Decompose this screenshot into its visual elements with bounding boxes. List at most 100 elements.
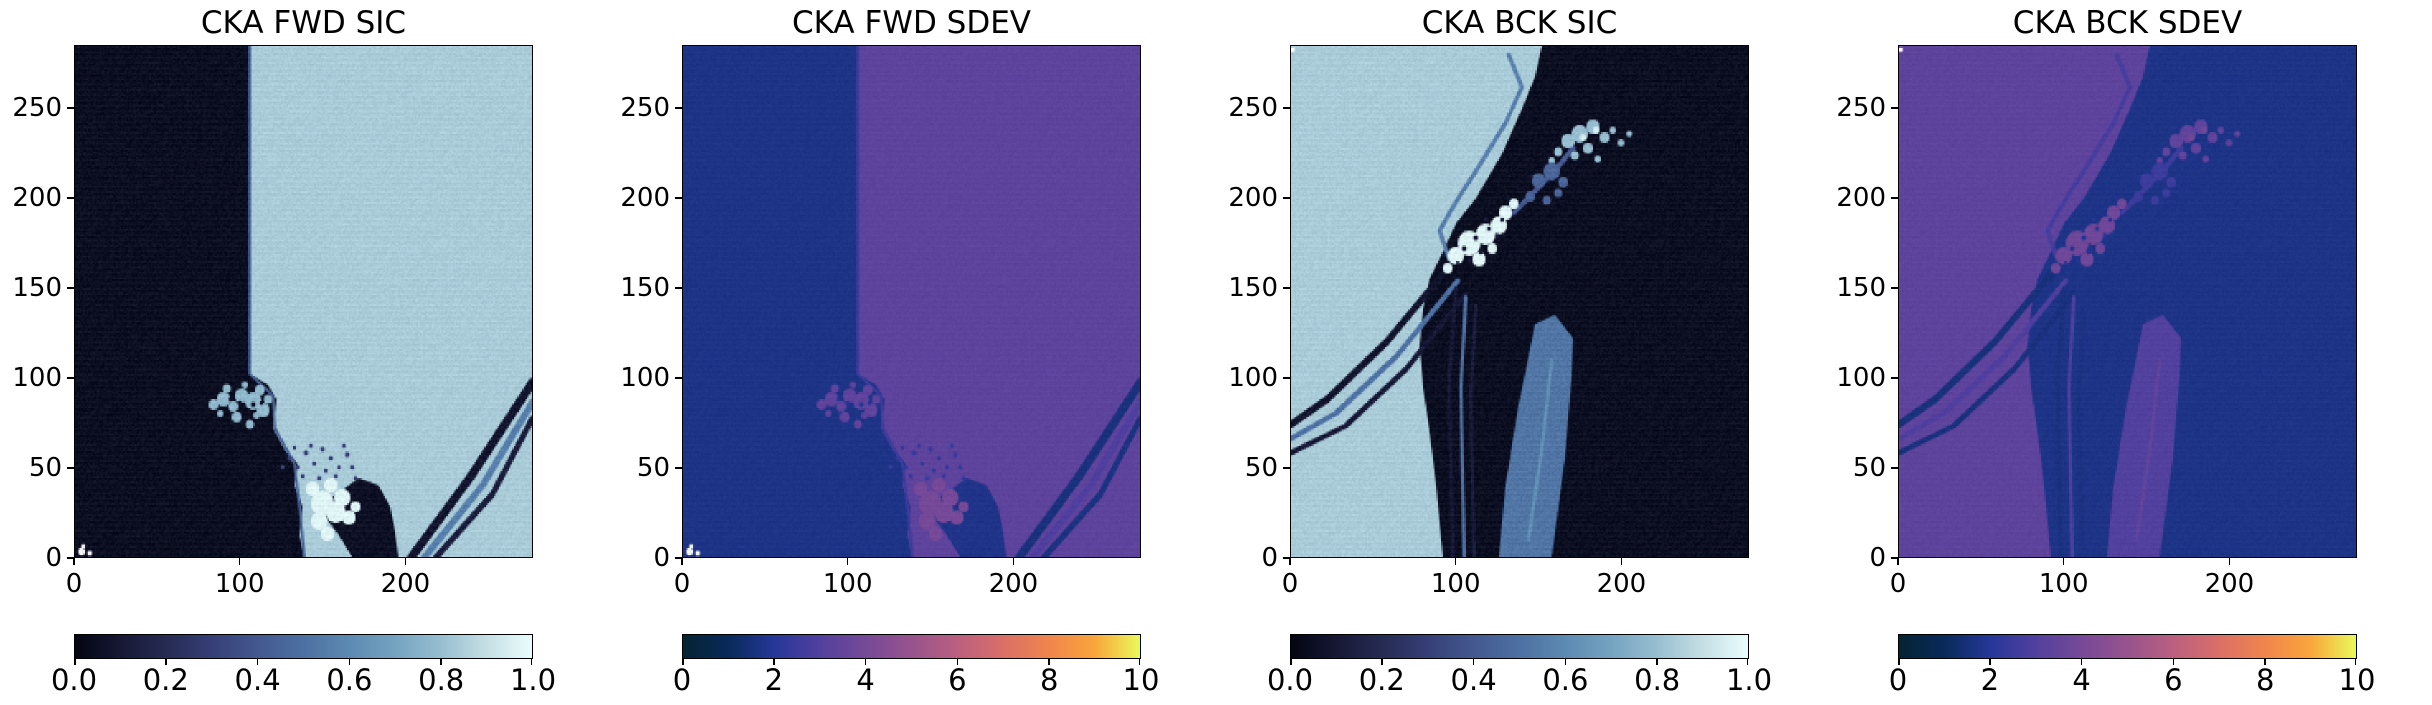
heatmap-image	[1291, 46, 1748, 557]
colorbar-tick-mark	[348, 659, 351, 665]
y-tick-mark	[67, 287, 74, 289]
x-tick-mark	[1620, 558, 1623, 565]
x-tick-mark	[846, 558, 849, 565]
subplot-cka-bck-sic: CKA BCK SIC 0 100 200 0 50 100 150 200 250 0.0 0.2…	[1216, 0, 1824, 705]
y-tick-mark	[1891, 107, 1898, 109]
y-tick-label: 250	[1836, 93, 1886, 123]
y-tick-mark	[67, 377, 74, 379]
subplot-cka-fwd-sdev: CKA FWD SDEV 0 100 200 0 50 100 150 200 250 0 2 4 6 8…	[608, 0, 1216, 705]
y-tick-label: 100	[1836, 363, 1886, 393]
y-tick-mark	[1283, 377, 1290, 379]
x-tick-mark	[1897, 558, 1899, 565]
colorbar-tick-label: 0.0	[1266, 663, 1314, 697]
y-tick-mark	[1891, 467, 1898, 469]
colorbar-tick-label: 1.0	[509, 663, 557, 697]
colorbar-tick-mark	[165, 659, 167, 665]
y-tick-label: 250	[1228, 93, 1278, 123]
colorbar-tick-label: 4	[2072, 663, 2091, 697]
subplot-cka-fwd-sic: CKA FWD SIC 0 100 200 0 50 100 150 200 250 0.0 0.2…	[0, 0, 608, 705]
y-tick-label: 0	[1869, 543, 1886, 573]
y-tick-mark	[67, 197, 74, 199]
colorbar	[1898, 634, 2357, 659]
colorbar-tick-label: 0.4	[1450, 663, 1497, 697]
colorbar-tick-mark	[1290, 659, 1292, 665]
colorbar	[1290, 634, 1749, 659]
y-tick-label: 100	[620, 363, 670, 393]
subplot-title: CKA FWD SDEV	[791, 5, 1032, 41]
colorbar-tick-label: 8	[2255, 663, 2275, 697]
y-tick-mark	[1891, 287, 1898, 289]
colorbar-tick-label: 8	[1039, 663, 1059, 697]
heatmap-image	[75, 46, 532, 557]
x-tick-mark	[1454, 558, 1457, 565]
x-tick-mark	[1012, 558, 1015, 565]
y-tick-mark	[1283, 197, 1290, 199]
y-tick-mark	[1891, 377, 1898, 379]
colorbar-tick-mark	[1138, 659, 1141, 665]
x-tick-label: 0	[1281, 569, 1299, 599]
x-tick-label: 200	[2204, 569, 2255, 599]
x-tick-mark	[238, 558, 241, 565]
y-tick-mark	[1283, 557, 1290, 559]
heatmap-image	[1899, 46, 2356, 557]
subplot-title: CKA BCK SIC	[1421, 5, 1618, 41]
y-tick-label: 200	[12, 183, 62, 213]
colorbar-tick-mark	[956, 659, 959, 665]
colorbar-tick-mark	[1048, 659, 1050, 665]
x-tick-mark	[2228, 558, 2231, 565]
x-tick-mark	[404, 558, 407, 565]
colorbar-tick-mark	[1989, 659, 1991, 665]
heatmap-plot-area	[1898, 45, 2357, 558]
y-tick-label: 50	[636, 453, 670, 483]
x-tick-mark	[2062, 558, 2065, 565]
y-tick-label: 200	[1228, 183, 1278, 213]
y-tick-label: 250	[620, 93, 670, 123]
colorbar-tick-label: 0.0	[50, 663, 98, 697]
colorbar-tick-label: 6	[948, 663, 967, 697]
colorbar-tick-label: 10	[1122, 663, 1160, 697]
colorbar-tick-label: 0.4	[234, 663, 281, 697]
colorbar-tick-label: 0.2	[1358, 663, 1405, 697]
colorbar-tick-label: 0.6	[1542, 663, 1589, 697]
heatmap-image	[683, 46, 1140, 557]
y-tick-label: 50	[1244, 453, 1278, 483]
colorbar-tick-mark	[1898, 659, 1900, 665]
x-tick-label: 100	[2038, 569, 2089, 599]
x-tick-mark	[73, 558, 75, 565]
heatmap-plot-area	[682, 45, 1141, 558]
x-tick-label: 100	[822, 569, 873, 599]
y-tick-label: 0	[1261, 543, 1278, 573]
y-tick-label: 50	[28, 453, 62, 483]
y-tick-mark	[1283, 467, 1290, 469]
y-tick-mark	[1283, 107, 1290, 109]
y-tick-label: 150	[1836, 273, 1886, 303]
y-tick-label: 100	[1228, 363, 1278, 393]
colorbar-tick-label: 0.6	[326, 663, 373, 697]
colorbar-tick-mark	[440, 659, 442, 665]
y-tick-label: 0	[653, 543, 670, 573]
colorbar-tick-label: 0.2	[142, 663, 189, 697]
y-tick-label: 0	[45, 543, 62, 573]
y-tick-label: 150	[12, 273, 62, 303]
y-tick-mark	[675, 107, 682, 109]
colorbar-tick-label: 0.8	[418, 663, 465, 697]
y-tick-label: 100	[12, 363, 62, 393]
colorbar-tick-label: 4	[856, 663, 875, 697]
colorbar-tick-mark	[1656, 659, 1658, 665]
colorbar	[74, 634, 533, 659]
subplot-title: CKA FWD SIC	[200, 5, 407, 41]
colorbar-tick-label: 0.8	[1634, 663, 1681, 697]
colorbar-tick-label: 2	[1980, 663, 2000, 697]
y-tick-mark	[675, 197, 682, 199]
y-tick-mark	[1891, 197, 1898, 199]
subplot-cka-bck-sdev: CKA BCK SDEV 0 100 200 0 50 100 150 200 250 0 2 4 6 8…	[1824, 0, 2432, 705]
colorbar-tick-mark	[256, 659, 259, 665]
y-tick-label: 250	[12, 93, 62, 123]
colorbar-tick-mark	[773, 659, 775, 665]
x-tick-label: 200	[988, 569, 1039, 599]
colorbar-tick-mark	[74, 659, 76, 665]
y-tick-mark	[675, 287, 682, 289]
y-tick-label: 150	[1228, 273, 1278, 303]
y-tick-mark	[1283, 287, 1290, 289]
